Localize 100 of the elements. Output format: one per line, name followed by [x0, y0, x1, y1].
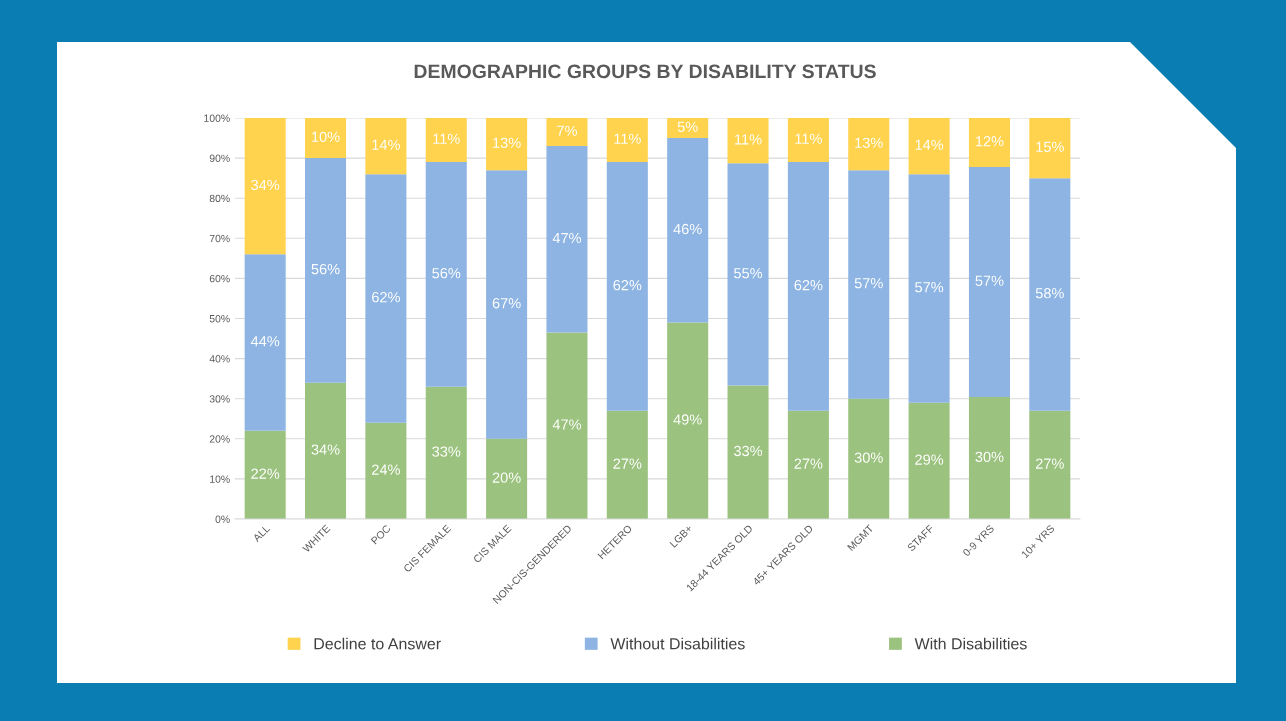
- y-tick-label: 40%: [209, 355, 230, 363]
- data-label: 33%: [734, 445, 763, 457]
- data-label: 30%: [854, 452, 883, 463]
- legend-label: Without Disabilities: [610, 637, 745, 650]
- bar: [486, 438, 528, 519]
- data-label: 11%: [433, 133, 460, 144]
- data-label: 24%: [372, 464, 400, 475]
- data-label: 58%: [1035, 288, 1064, 299]
- data-label: 62%: [613, 280, 642, 291]
- bar: [908, 118, 950, 175]
- data-label: 29%: [915, 454, 944, 465]
- y-tick-label: 0%: [215, 515, 230, 523]
- bar: [365, 118, 407, 175]
- data-label: 11%: [795, 133, 822, 144]
- data-label: 62%: [372, 292, 400, 303]
- bar: [787, 410, 829, 519]
- y-tick-label: 20%: [209, 435, 230, 443]
- bar: [1029, 118, 1071, 179]
- data-label: 49%: [673, 414, 702, 425]
- bar: [1029, 410, 1071, 519]
- bar: [606, 410, 648, 519]
- bar: [305, 158, 347, 383]
- data-label: 46%: [673, 223, 702, 235]
- bar: [606, 118, 648, 163]
- data-label: 47%: [552, 419, 582, 430]
- bar: [546, 146, 588, 333]
- data-label: 5%: [677, 121, 698, 132]
- data-label: 57%: [854, 278, 883, 289]
- y-tick-label: 70%: [209, 234, 230, 243]
- bar: [606, 162, 648, 411]
- y-tick-label: 80%: [209, 194, 230, 203]
- bar: [667, 138, 709, 323]
- x-tick-label: 10+ YRS: [1021, 524, 1055, 559]
- bar: [727, 385, 769, 519]
- data-label: 13%: [855, 137, 883, 148]
- y-tick-label: 60%: [209, 274, 230, 283]
- bar: [908, 402, 950, 519]
- bar: [546, 332, 588, 519]
- bar: [546, 118, 588, 147]
- x-tick-label: 0-9 YRS: [962, 524, 995, 557]
- data-label: 67%: [492, 298, 521, 309]
- data-label: 27%: [794, 458, 823, 469]
- data-label: 55%: [734, 268, 763, 279]
- data-label: 20%: [492, 472, 521, 483]
- bar: [1029, 178, 1071, 411]
- bar: [787, 118, 829, 163]
- data-label: 14%: [915, 139, 944, 150]
- data-label: 56%: [432, 267, 461, 279]
- y-tick-label: 100%: [204, 114, 230, 122]
- data-label: 27%: [613, 458, 642, 469]
- data-label: 34%: [251, 179, 280, 191]
- data-label: 33%: [432, 446, 461, 457]
- bar: [908, 174, 950, 403]
- data-label: 34%: [311, 444, 340, 455]
- legend-label: Decline to Answer: [314, 637, 441, 650]
- data-label: 44%: [250, 336, 280, 347]
- bar: [425, 118, 467, 163]
- bar: [848, 170, 890, 399]
- bar: [244, 430, 286, 519]
- bar: [848, 118, 890, 171]
- data-label: 57%: [975, 275, 1004, 286]
- bar: [667, 118, 709, 139]
- data-label: 12%: [975, 136, 1004, 147]
- bar: [425, 162, 467, 387]
- bar: [365, 174, 407, 423]
- data-label: 47%: [552, 232, 582, 244]
- data-label: 11%: [735, 134, 762, 145]
- bar: [968, 397, 1010, 519]
- data-label: 22%: [251, 468, 280, 479]
- bar: [968, 118, 1010, 167]
- y-tick-label: 90%: [209, 154, 230, 162]
- bar: [365, 422, 407, 519]
- bar: [244, 254, 286, 431]
- data-label: 7%: [557, 125, 577, 136]
- bar: [968, 166, 1010, 398]
- bar: [305, 118, 347, 159]
- bar: [486, 118, 528, 171]
- x-tick-label: ALL: [252, 524, 271, 543]
- data-label: 62%: [794, 280, 823, 291]
- bar: [848, 398, 890, 519]
- bar: [425, 386, 467, 519]
- data-label: 10%: [312, 131, 340, 142]
- data-label: 13%: [493, 137, 521, 148]
- data-label: 56%: [311, 263, 340, 275]
- legend-label: With Disabilities: [914, 637, 1027, 650]
- y-tick-label: 10%: [210, 475, 230, 483]
- chart-title: DEMOGRAPHIC GROUPS BY DISABILITY STATUS: [414, 64, 876, 79]
- data-label: 11%: [614, 133, 641, 144]
- data-label: 27%: [1035, 458, 1064, 469]
- data-label: 57%: [915, 282, 944, 293]
- bar: [305, 382, 347, 519]
- bar: [787, 162, 829, 411]
- bar: [486, 170, 528, 439]
- data-label: 30%: [975, 451, 1004, 462]
- y-tick-label: 30%: [209, 395, 230, 403]
- bar: [244, 118, 286, 255]
- data-label: 15%: [1036, 141, 1064, 152]
- y-tick-label: 50%: [209, 315, 230, 323]
- data-label: 14%: [372, 139, 400, 150]
- bar: [727, 118, 769, 164]
